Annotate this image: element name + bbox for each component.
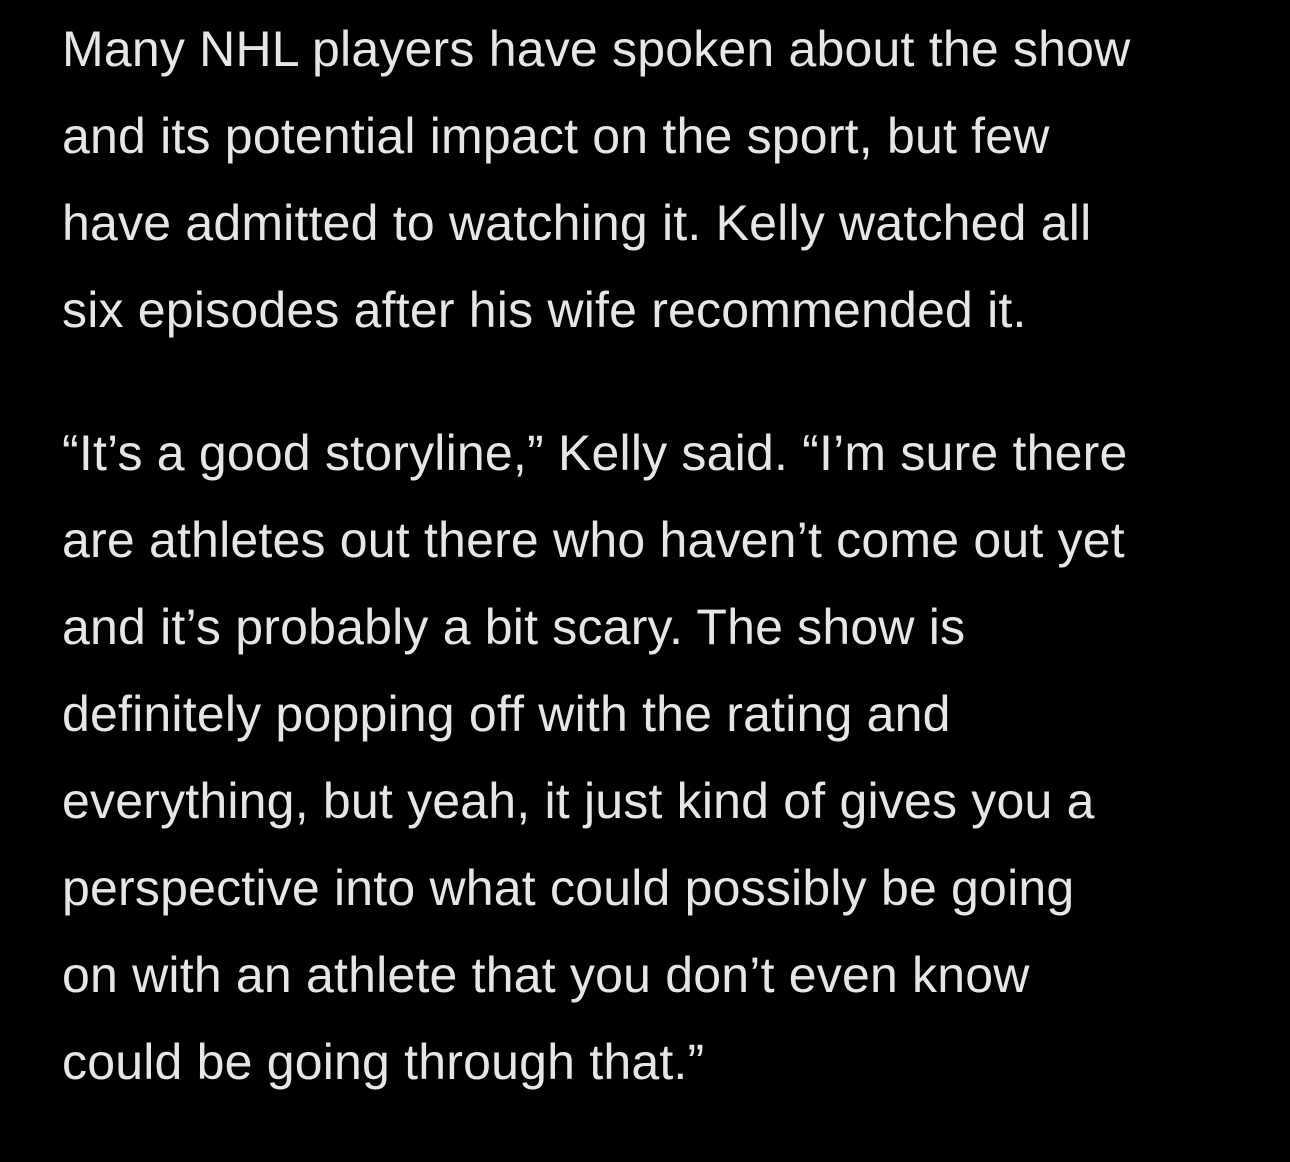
text-line: six episodes after his wife recommended … <box>62 282 1027 338</box>
article-body: Many NHL players have spoken about the s… <box>62 6 1250 1162</box>
text-line: have admitted to watching it. Kelly watc… <box>62 195 1092 251</box>
paragraph-2-quote: “It’s a good storyline,” Kelly said. “I’… <box>62 410 1250 1106</box>
text-line: everything, but yeah, it just kind of gi… <box>62 773 1095 829</box>
text-line: could be going through that.” <box>62 1034 705 1090</box>
text-line: Many NHL players have spoken about the s… <box>62 21 1131 77</box>
text-line: and it’s probably a bit scary. The show … <box>62 599 966 655</box>
text-line: on with an athlete that you don’t even k… <box>62 947 1030 1003</box>
text-line: and its potential impact on the sport, b… <box>62 108 1050 164</box>
paragraph-1: Many NHL players have spoken about the s… <box>62 6 1250 354</box>
text-line: “It’s a good storyline,” Kelly said. “I’… <box>62 425 1128 481</box>
text-line: are athletes out there who haven’t come … <box>62 512 1125 568</box>
text-line: definitely popping off with the rating a… <box>62 686 951 742</box>
text-line: perspective into what could possibly be … <box>62 860 1075 916</box>
